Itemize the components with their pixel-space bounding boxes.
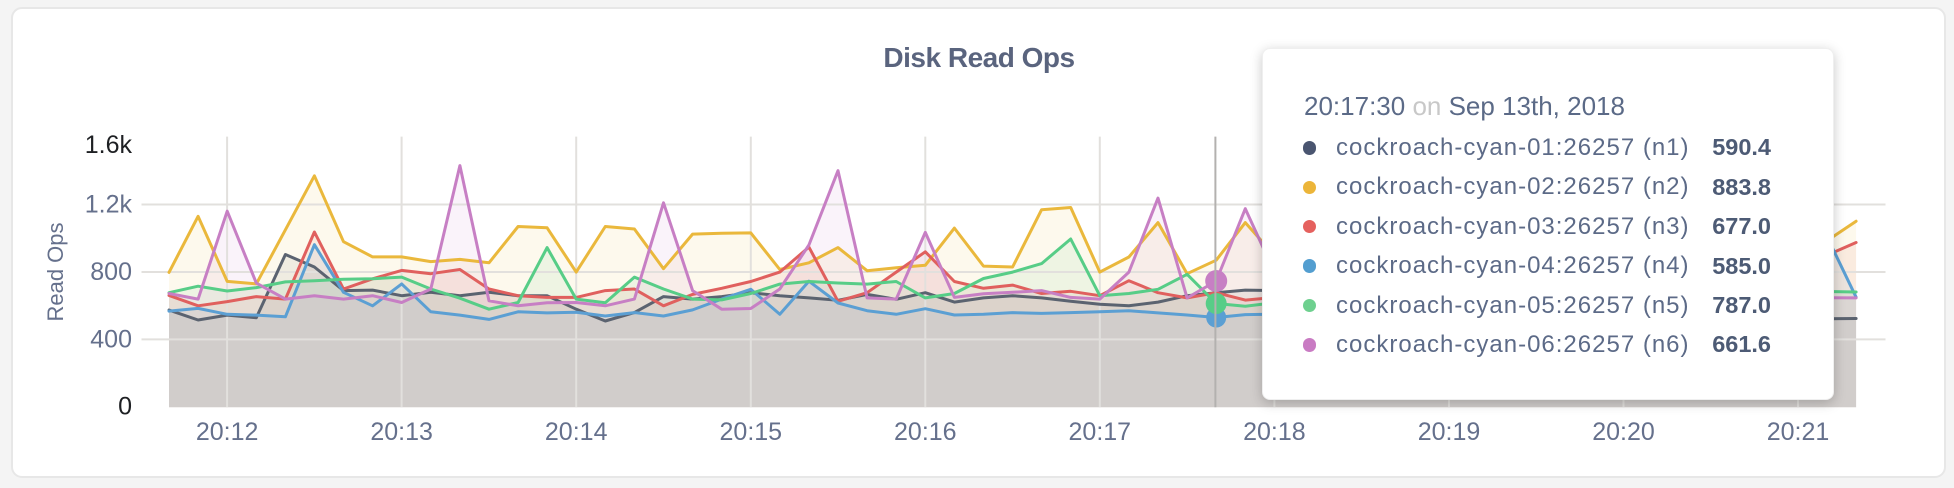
svg-text:400: 400 xyxy=(90,325,132,353)
svg-text:0: 0 xyxy=(118,393,132,421)
svg-text:20:17: 20:17 xyxy=(1069,418,1132,446)
svg-text:1.2k: 1.2k xyxy=(85,191,133,219)
svg-text:800: 800 xyxy=(90,258,132,286)
svg-text:20:12: 20:12 xyxy=(196,418,259,446)
svg-text:20:15: 20:15 xyxy=(720,418,783,446)
svg-text:20:16: 20:16 xyxy=(894,418,957,446)
svg-text:20:13: 20:13 xyxy=(370,418,433,446)
svg-text:Read Ops: Read Ops xyxy=(43,222,68,321)
svg-text:1.6k: 1.6k xyxy=(85,131,133,159)
svg-text:20:19: 20:19 xyxy=(1418,418,1481,446)
svg-text:20:18: 20:18 xyxy=(1243,418,1306,446)
svg-text:Disk Read Ops: Disk Read Ops xyxy=(883,42,1074,73)
svg-text:20:21: 20:21 xyxy=(1767,418,1830,446)
svg-text:20:14: 20:14 xyxy=(545,418,608,446)
svg-text:20:20: 20:20 xyxy=(1592,418,1655,446)
